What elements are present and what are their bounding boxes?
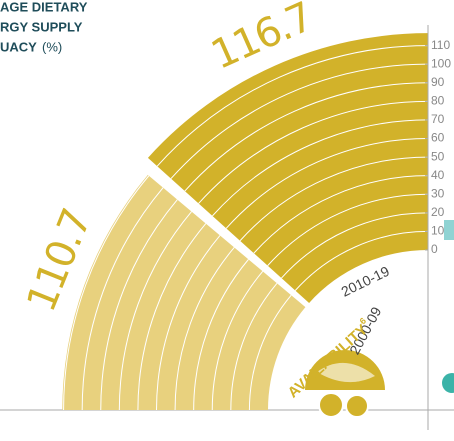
y-tick-label: 20 [431, 205, 445, 219]
y-tick-label: 90 [431, 75, 445, 89]
y-tick-label: 100 [431, 56, 451, 70]
title-unit: (%) [42, 39, 62, 54]
grid-arc [184, 82, 429, 192]
grid-arc [248, 294, 292, 411]
title-line: RGY SUPPLY [0, 19, 83, 34]
grid-arc [81, 187, 164, 411]
radial-bar [62, 174, 306, 410]
grid-arc [118, 211, 192, 411]
grid-arc [211, 270, 264, 411]
grid-arc [212, 119, 429, 217]
title-line: UACY [0, 39, 37, 54]
food-icon [305, 350, 385, 418]
y-tick-label: 70 [431, 112, 445, 126]
grid-arc [239, 156, 429, 242]
y-tick-label: 110 [431, 38, 450, 52]
side-icon [442, 373, 454, 393]
title-line: AGE DIETARY [0, 0, 88, 14]
grid-arc [198, 100, 429, 204]
grid-arc [156, 235, 221, 411]
y-tick-label: 30 [431, 186, 445, 200]
grid-arc [63, 175, 150, 411]
radial-bar [147, 33, 428, 303]
section-note: 6 [358, 316, 368, 327]
grid-arc [281, 212, 429, 279]
grid-arc [193, 259, 249, 411]
grid-arc [225, 138, 429, 229]
y-tick-label: 40 [431, 168, 445, 182]
grid-arc [170, 63, 429, 179]
highlight [444, 220, 454, 240]
y-tick-label: 0 [431, 242, 438, 256]
y-tick-label: 50 [431, 149, 445, 163]
grid-arc [100, 199, 178, 411]
grid-arc [267, 193, 429, 266]
y-tick-label: 80 [431, 94, 445, 108]
grid-arc [156, 45, 429, 167]
grid-arc [137, 223, 207, 411]
y-tick-label: 60 [431, 131, 445, 145]
y-tick-label: 10 [431, 224, 445, 238]
grid-arc [230, 282, 278, 411]
grid-arc [174, 247, 235, 411]
grid-arc [294, 230, 429, 291]
grid-arc [253, 175, 429, 254]
